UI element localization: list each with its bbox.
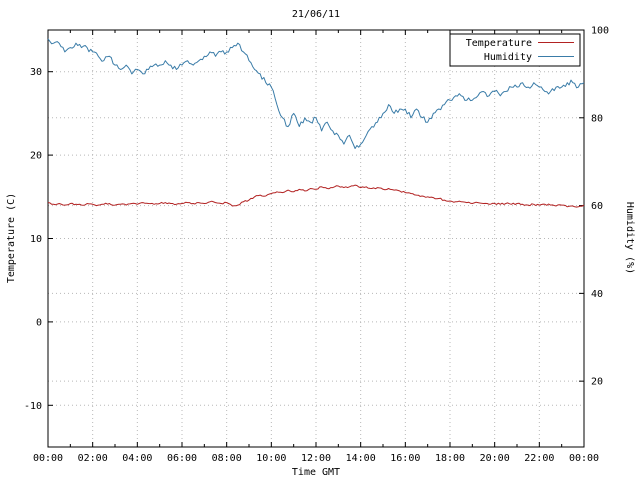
y-right-tick-label: 60 — [591, 201, 603, 212]
temperature-series-line — [47, 184, 585, 208]
chart-title: 21/06/11 — [292, 9, 340, 20]
x-tick-label: 08:00 — [212, 453, 242, 464]
x-tick-label: 00:00 — [569, 453, 599, 464]
x-tick-label: 04:00 — [122, 453, 152, 464]
x-tick-label: 16:00 — [390, 453, 420, 464]
y-right-axis-label: Humidity (%) — [624, 202, 635, 274]
y-left-tick-label: 10 — [30, 234, 42, 245]
x-axis-label: Time GMT — [292, 467, 340, 478]
y-right-tick-label: 20 — [591, 377, 603, 388]
y-left-tick-label: 20 — [30, 151, 42, 162]
data-series — [47, 38, 585, 208]
x-tick-label: 14:00 — [346, 453, 376, 464]
humidity-series-line — [47, 38, 585, 149]
legend-entry-temperature: Temperature — [466, 38, 532, 49]
axis-ticks — [47, 29, 585, 447]
y-right-tick-label: 80 — [591, 113, 603, 124]
y-left-tick-label: 0 — [36, 317, 42, 328]
legend-box — [449, 33, 581, 67]
x-tick-label: 18:00 — [435, 453, 465, 464]
x-tick-label: 10:00 — [256, 453, 286, 464]
x-tick-label: 00:00 — [33, 453, 63, 464]
legend-entry-humidity: Humidity — [484, 52, 532, 63]
tick-labels: 00:00 02:00 04:00 06:00 08:00 10:00 12:00 14:00… — [24, 26, 609, 465]
x-tick-label: 20:00 — [480, 453, 510, 464]
y-left-axis-label: Temperature (C) — [6, 193, 17, 283]
y-right-tick-label: 40 — [591, 289, 603, 300]
x-tick-label: 12:00 — [301, 453, 331, 464]
x-tick-label: 06:00 — [167, 453, 197, 464]
y-right-tick-label: 100 — [591, 26, 609, 37]
legend: Temperature Humidity — [449, 33, 581, 67]
y-left-tick-label: 30 — [30, 67, 42, 78]
x-tick-label: 02:00 — [78, 453, 108, 464]
y-left-tick-label: -10 — [24, 401, 42, 412]
x-tick-label: 22:00 — [524, 453, 554, 464]
